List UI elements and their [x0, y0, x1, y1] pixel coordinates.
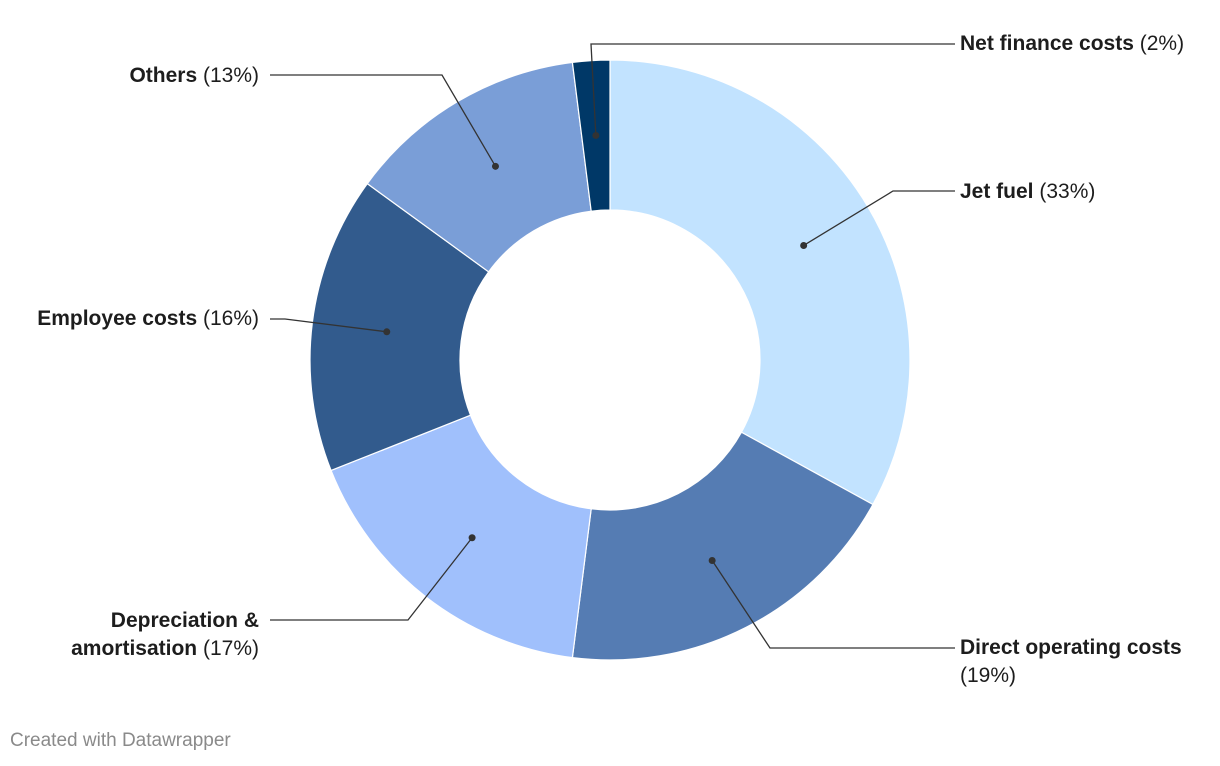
footer-credit: Created with Datawrapper — [10, 730, 231, 751]
leader-dot-others — [491, 162, 499, 170]
slice-jet-fuel — [609, 59, 911, 506]
label-others-pct: (13%) — [202, 64, 259, 87]
label-employee-pct: (16%) — [202, 307, 259, 330]
label-employee-name: Employee costs — [37, 307, 198, 330]
slice-direct-operating-costs — [571, 431, 874, 661]
label-jet-fuel-name: Jet fuel — [960, 180, 1034, 203]
slice-employee-costs — [309, 182, 490, 472]
leader-dot-depreciation — [468, 534, 476, 542]
leader-line-employee-costs — [270, 318, 387, 333]
label-jet-fuel: Jet fuel (33%) — [960, 178, 1095, 206]
leader-line-net-finance-costs — [590, 43, 955, 136]
label-net-finance-pct: (2%) — [1139, 32, 1185, 55]
label-direct-operating-pct: (19%) — [960, 664, 1017, 687]
slice-net-finance-costs — [571, 59, 611, 212]
leader-dot-jet-fuel — [800, 241, 808, 249]
leader-dot-employee-costs — [383, 328, 391, 336]
label-depreciation: Depreciation & amortisation (17%) — [71, 607, 259, 663]
label-direct-operating-name: Direct operating costs — [960, 636, 1182, 659]
label-others-name: Others — [129, 64, 198, 87]
leader-dot-net-finance-costs — [592, 131, 600, 139]
label-jet-fuel-pct: (33%) — [1039, 180, 1096, 203]
label-net-finance-costs: Net finance costs (2%) — [960, 30, 1184, 58]
slice-depreciation — [330, 414, 592, 659]
leader-line-jet-fuel — [803, 190, 955, 247]
leader-line-others — [270, 74, 497, 167]
label-depreciation-line1: Depreciation & — [110, 609, 259, 632]
label-net-finance-name: Net finance costs — [960, 32, 1134, 55]
label-employee-costs: Employee costs (16%) — [37, 305, 259, 333]
label-direct-operating-costs: Direct operating costs (19%) — [960, 634, 1182, 690]
label-depreciation-line2: amortisation — [71, 637, 198, 660]
label-depreciation-pct: (17%) — [202, 637, 259, 660]
leader-line-depreciation — [270, 537, 473, 621]
leader-dot-direct-operating-costs — [708, 556, 716, 564]
label-others: Others (13%) — [129, 62, 259, 90]
leader-line-direct-operating-costs — [711, 560, 955, 649]
